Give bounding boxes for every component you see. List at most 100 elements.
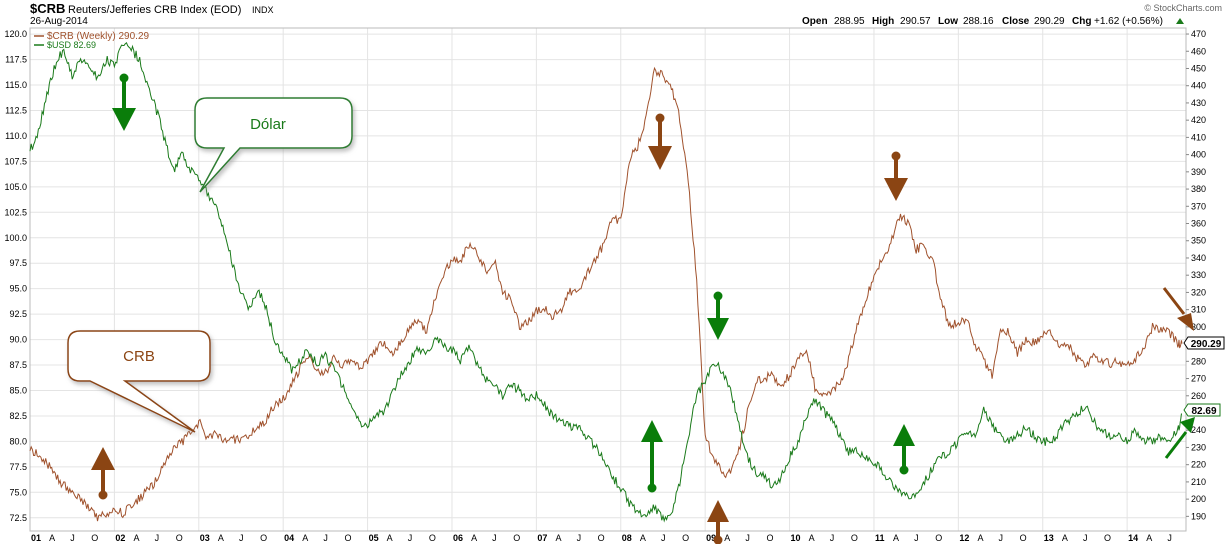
x-tick-label: 03 (200, 533, 210, 543)
left-tick-label: 117.5 (5, 55, 27, 65)
x-tick-label: J (1083, 533, 1088, 543)
date-label: 26-Aug-2014 (30, 16, 88, 27)
arrow-up-icon (893, 424, 915, 475)
x-tick-label: O (598, 533, 605, 543)
x-tick-label: 06 (453, 533, 463, 543)
x-tick-label: A (1146, 533, 1152, 543)
left-tick-label: 87.5 (9, 360, 27, 370)
x-tick-label: J (323, 533, 328, 543)
left-tick-label: 90.0 (9, 335, 27, 345)
right-tick-label: 280 (1191, 356, 1206, 366)
x-tick-label: J (830, 533, 835, 543)
x-tick-label: A (387, 533, 393, 543)
x-tick-label: J (155, 533, 160, 543)
x-tick-label: 11 (875, 533, 885, 543)
plot-frame (29, 27, 1187, 532)
x-tick-label: O (513, 533, 520, 543)
x-tick-label: J (70, 533, 75, 543)
right-tick-label: 350 (1191, 236, 1206, 246)
x-tick-label: J (914, 533, 919, 543)
x-tick-label: O (766, 533, 773, 543)
x-tick-label: A (218, 533, 224, 543)
right-tick-label: 310 (1191, 305, 1206, 315)
x-tick-label: A (471, 533, 477, 543)
right-tick-label: 380 (1191, 184, 1206, 194)
series-layer (29, 41, 1183, 523)
callout-crb: CRB (67, 330, 211, 433)
green-arrows (112, 73, 1195, 493)
up-triangle-icon (1176, 18, 1184, 24)
copyright-label: © StockCharts.com (1144, 3, 1222, 13)
left-tick-label: 77.5 (9, 462, 27, 472)
right-y-axis: 1902002102202302402502602702802903003103… (1186, 29, 1206, 521)
left-tick-label: 97.5 (9, 258, 27, 268)
right-tick-label: 340 (1191, 253, 1206, 263)
right-tick-label: 370 (1191, 201, 1206, 211)
x-tick-label: O (1104, 533, 1111, 543)
left-tick-label: 100.0 (4, 233, 27, 243)
x-tick-label: 04 (284, 533, 294, 543)
right-tick-label: 270 (1191, 374, 1206, 384)
x-tick-label: A (302, 533, 308, 543)
right-tick-label: 400 (1191, 150, 1206, 160)
arrow-diagonal-up-icon (1164, 417, 1195, 459)
x-tick-label: A (640, 533, 646, 543)
left-tick-label: 92.5 (9, 309, 27, 319)
x-tick-label: J (577, 533, 582, 543)
arrow-diagonal-down-icon (1162, 287, 1194, 331)
price-tag-crb: 290.29 (1183, 336, 1225, 350)
left-tick-label: 72.5 (9, 513, 27, 523)
right-tick-label: 390 (1191, 167, 1206, 177)
callout-dolar: Dólar (194, 97, 353, 193)
x-tick-label: 08 (622, 533, 632, 543)
high-label: High (872, 16, 894, 27)
brown-arrows (91, 113, 1194, 544)
callout-dolar-text: Dólar (250, 116, 286, 133)
chg-value: +1.62 (+0.56%) (1094, 16, 1163, 27)
x-tick-label: O (851, 533, 858, 543)
legend-usd-label: $USD 82.69 (47, 40, 96, 50)
callout-crb-bubble (67, 330, 211, 433)
x-tick-label: A (49, 533, 55, 543)
right-tick-label: 430 (1191, 98, 1206, 108)
price-tag-crb-text: 290.29 (1191, 339, 1222, 350)
left-tick-label: 85.0 (9, 385, 27, 395)
x-tick-label: J (1167, 533, 1172, 543)
x-tick-label: 07 (537, 533, 547, 543)
x-axis: 01 A J O 02 A J O 03 A J O 04 A J O 05 A J O 06 A J O 07 A J O 08 A J O… (31, 533, 1172, 543)
price-tag-usd: 82.69 (1183, 403, 1221, 417)
x-tick-label: O (1020, 533, 1027, 543)
x-tick-label: A (977, 533, 983, 543)
left-tick-label: 95.0 (9, 284, 27, 294)
x-tick-label: O (935, 533, 942, 543)
x-tick-label: O (91, 533, 98, 543)
right-tick-label: 210 (1191, 477, 1206, 487)
left-tick-label: 82.5 (9, 411, 27, 421)
right-tick-label: 470 (1191, 29, 1206, 39)
x-tick-label: J (408, 533, 413, 543)
symbol-label: $CRB (30, 1, 65, 16)
arrow-up-icon (707, 500, 729, 544)
right-tick-label: 360 (1191, 219, 1206, 229)
right-tick-label: 320 (1191, 287, 1206, 297)
x-tick-label: O (260, 533, 267, 543)
chart-header: $CRB Reuters/Jefferies CRB Index (EOD) I… (30, 1, 1222, 27)
series-line-crb (29, 66, 1183, 522)
exchange-label: INDX (252, 5, 274, 15)
left-tick-label: 110.0 (5, 131, 27, 141)
right-tick-label: 450 (1191, 63, 1206, 73)
x-tick-label: J (745, 533, 750, 543)
legend: $CRB (Weekly) 290.29 $USD 82.69 (34, 31, 150, 50)
series-line-usd (29, 41, 1182, 523)
x-tick-label: J (661, 533, 666, 543)
chg-label: Chg (1072, 16, 1091, 27)
ohlc-readout: Open 288.95 High 290.57 Low 288.16 Close… (802, 16, 1184, 27)
x-tick-label: 05 (369, 533, 379, 543)
x-tick-label: O (682, 533, 689, 543)
low-value: 288.16 (963, 16, 994, 27)
right-tick-label: 230 (1191, 442, 1206, 452)
arrow-down-icon (884, 151, 908, 201)
close-value: 290.29 (1034, 16, 1065, 27)
